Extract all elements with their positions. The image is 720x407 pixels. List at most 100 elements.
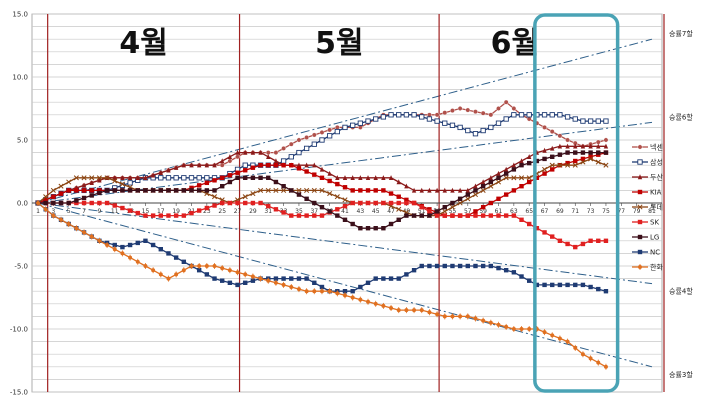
point-marker — [196, 208, 202, 213]
point-marker — [143, 213, 148, 218]
point-marker — [557, 162, 563, 168]
x-tick-label: 67 — [541, 208, 549, 215]
point-marker — [572, 162, 578, 168]
x-tick-label: 43 — [357, 208, 365, 215]
point-marker — [220, 278, 225, 283]
point-marker — [518, 112, 525, 118]
point-marker — [166, 213, 171, 218]
point-marker — [258, 163, 263, 168]
point-marker — [227, 280, 233, 285]
point-marker — [396, 276, 401, 281]
point-marker — [511, 106, 517, 111]
point-marker — [396, 206, 402, 212]
point-marker — [211, 194, 218, 200]
x-tick-label: 51 — [418, 208, 426, 215]
x-tick-label: 65 — [525, 208, 533, 215]
point-marker — [434, 118, 440, 124]
point-marker — [51, 200, 56, 206]
point-marker — [212, 188, 217, 193]
point-marker — [373, 175, 378, 180]
point-marker — [503, 166, 509, 172]
point-marker — [380, 114, 387, 120]
point-marker — [381, 200, 386, 206]
point-marker — [365, 118, 371, 124]
point-marker — [603, 150, 609, 155]
point-marker — [227, 158, 233, 164]
point-marker — [434, 263, 440, 269]
point-marker — [304, 162, 309, 168]
point-marker — [534, 175, 540, 180]
point-marker — [189, 210, 194, 216]
point-marker — [457, 263, 463, 269]
point-marker — [526, 112, 532, 118]
point-marker — [158, 170, 163, 175]
point-marker — [488, 263, 494, 269]
point-marker — [434, 112, 440, 118]
point-marker — [449, 204, 456, 210]
point-marker — [273, 276, 279, 281]
point-marker — [580, 241, 586, 247]
point-marker — [304, 276, 309, 281]
point-marker — [411, 187, 417, 193]
point-marker — [381, 175, 386, 180]
point-marker — [143, 238, 148, 243]
point-marker — [527, 221, 532, 227]
point-marker — [550, 167, 555, 172]
point-marker — [143, 188, 148, 193]
point-marker — [542, 282, 547, 288]
point-marker — [235, 175, 240, 180]
point-marker — [457, 106, 463, 111]
point-marker — [173, 188, 179, 193]
point-marker — [381, 226, 386, 231]
point-marker — [266, 175, 271, 180]
point-marker — [541, 166, 548, 172]
point-marker — [527, 160, 532, 166]
point-marker — [227, 200, 233, 206]
point-marker — [358, 226, 363, 231]
point-marker — [542, 171, 547, 176]
point-marker — [74, 188, 79, 193]
point-marker — [473, 213, 478, 218]
point-marker — [96, 175, 102, 181]
point-marker — [603, 118, 609, 124]
point-marker — [289, 163, 294, 168]
point-marker — [350, 289, 355, 294]
point-marker — [334, 125, 340, 130]
point-marker — [212, 178, 217, 183]
x-tick-label: 23 — [203, 208, 211, 215]
point-marker — [196, 175, 202, 181]
point-marker — [588, 284, 593, 290]
point-marker — [166, 167, 171, 173]
point-marker — [527, 154, 532, 159]
point-marker — [588, 156, 594, 162]
point-marker — [388, 175, 394, 180]
reference-label: 승률6할 — [669, 112, 693, 121]
month-label: 6월 — [491, 26, 539, 61]
point-marker — [212, 162, 217, 168]
point-marker — [465, 107, 471, 113]
point-marker — [304, 213, 309, 218]
x-tick-label: 31 — [264, 208, 272, 215]
x-tick-label: 45 — [372, 208, 380, 215]
point-marker — [465, 213, 470, 218]
point-marker — [235, 149, 240, 155]
point-marker — [319, 213, 325, 218]
point-marker — [365, 188, 371, 193]
legend-label: 한화 — [650, 264, 663, 272]
point-marker — [450, 200, 455, 206]
point-marker — [549, 112, 555, 118]
point-marker — [319, 166, 325, 172]
point-marker — [350, 221, 355, 227]
x-tick-label: 11 — [111, 208, 119, 215]
point-marker — [227, 173, 233, 178]
point-marker — [404, 272, 409, 277]
point-marker — [373, 200, 378, 206]
point-marker — [442, 187, 447, 193]
point-marker — [427, 187, 432, 193]
point-marker — [43, 194, 49, 200]
point-marker — [358, 188, 363, 193]
legend-item: LG — [632, 234, 659, 242]
point-marker — [449, 122, 456, 128]
point-marker — [503, 116, 509, 122]
